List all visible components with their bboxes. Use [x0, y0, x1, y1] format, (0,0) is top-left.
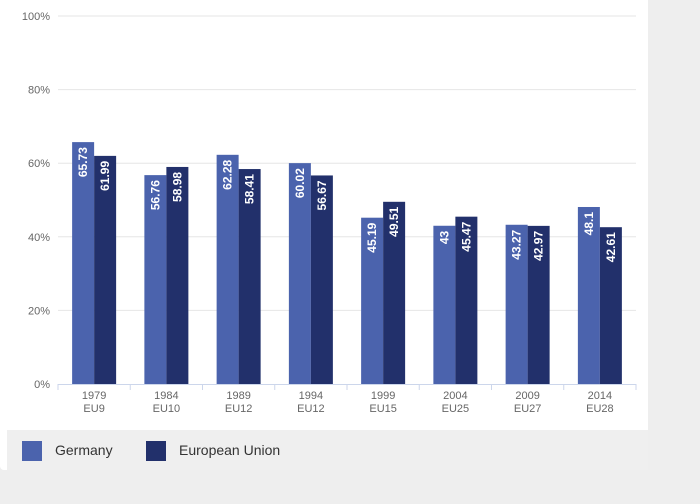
- data-label: 48.1: [582, 212, 596, 236]
- bar: [238, 169, 261, 384]
- data-label: 62.28: [221, 159, 235, 189]
- legend-swatch-european-union: [146, 441, 166, 461]
- y-tick-label: 20%: [28, 305, 50, 317]
- y-tick-label: 80%: [28, 85, 50, 97]
- x-tick-sublabel: EU15: [369, 403, 397, 415]
- data-label: 58.98: [170, 172, 184, 202]
- bar: [361, 217, 384, 384]
- x-tick-sublabel: EU12: [225, 403, 253, 415]
- data-label: 56.76: [148, 180, 162, 210]
- bar: [383, 201, 406, 384]
- data-label: 42.61: [604, 232, 618, 262]
- data-label: 56.67: [315, 180, 329, 210]
- bar: [288, 163, 311, 384]
- data-label: 58.41: [243, 174, 257, 204]
- x-tick-label: 1999: [371, 390, 395, 402]
- x-tick-label: 1994: [299, 390, 323, 402]
- x-tick-sublabel: EU10: [153, 403, 181, 415]
- x-tick-sublabel: EU28: [586, 403, 614, 415]
- x-tick-label: 2004: [443, 390, 467, 402]
- bar: [216, 154, 239, 384]
- y-tick-label: 0%: [34, 379, 50, 391]
- legend-label-european-union: European Union: [179, 442, 281, 458]
- bar: [599, 227, 622, 384]
- bar: [433, 225, 456, 384]
- x-tick-label: 1984: [154, 390, 178, 402]
- y-tick-label: 60%: [28, 158, 50, 170]
- bar: [527, 225, 550, 384]
- data-label: 45.19: [365, 222, 379, 252]
- legend-swatch-germany: [22, 441, 42, 461]
- legend: Germany European Union: [7, 430, 648, 470]
- y-tick-label: 100%: [22, 11, 50, 23]
- bar: [72, 142, 95, 384]
- bar: [310, 175, 333, 384]
- x-tick-label: 1979: [82, 390, 106, 402]
- data-label: 61.99: [98, 161, 112, 191]
- x-tick-sublabel: EU25: [442, 403, 470, 415]
- data-label: 49.51: [387, 206, 401, 236]
- legend-label-germany: Germany: [55, 442, 113, 458]
- data-label: 60.02: [293, 168, 307, 198]
- bar: [577, 206, 600, 384]
- data-label: 42.97: [532, 231, 546, 261]
- data-label: 45.47: [459, 221, 473, 251]
- x-tick-label: 2009: [515, 390, 539, 402]
- bar: [144, 175, 167, 384]
- x-tick-sublabel: EU27: [514, 403, 542, 415]
- x-tick-label: 1989: [226, 390, 250, 402]
- data-label: 43.27: [510, 229, 524, 259]
- y-tick-label: 40%: [28, 232, 50, 244]
- bar: [505, 224, 528, 384]
- chart-card: 0% 20% 40% 60% 80% 100% 65.73 61.99 1979 EU9 56.76…: [0, 0, 648, 470]
- data-label: 65.73: [76, 147, 90, 177]
- x-tick-sublabel: EU12: [297, 403, 325, 415]
- data-label: 43: [437, 230, 451, 244]
- x-tick-sublabel: EU9: [83, 403, 104, 415]
- x-tick-label: 2014: [588, 390, 612, 402]
- bar: [166, 166, 189, 384]
- bar: [94, 155, 117, 384]
- bar: [455, 216, 478, 384]
